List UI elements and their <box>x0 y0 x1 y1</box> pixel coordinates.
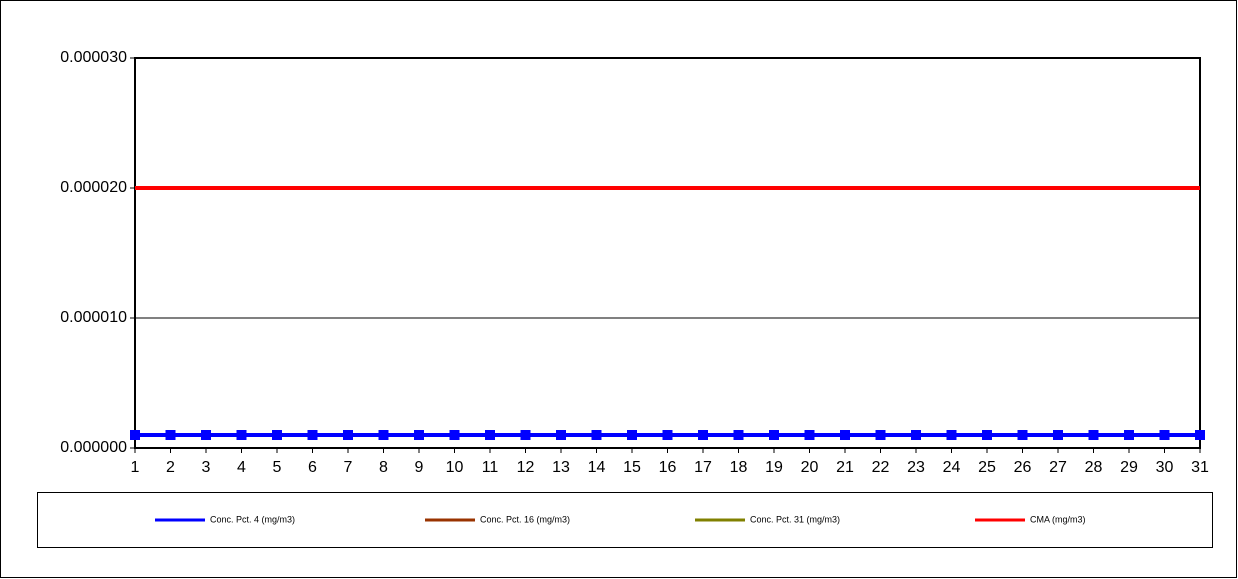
marker <box>414 430 424 440</box>
x-tick-label: 16 <box>659 459 677 476</box>
x-tick-label: 7 <box>344 459 353 476</box>
marker <box>1053 430 1063 440</box>
marker <box>1124 430 1134 440</box>
marker <box>307 430 318 440</box>
marker <box>911 430 921 440</box>
marker <box>201 430 211 440</box>
marker <box>1159 430 1170 440</box>
x-tick-label: 14 <box>588 459 606 476</box>
marker <box>804 430 815 440</box>
x-tick-label: 30 <box>1156 459 1174 476</box>
x-tick-label: 17 <box>694 459 712 476</box>
marker <box>378 430 389 440</box>
x-tick-label: 9 <box>415 459 424 476</box>
marker <box>520 430 531 440</box>
x-tick-label: 15 <box>623 459 641 476</box>
x-tick-label: 10 <box>446 459 464 476</box>
marker <box>165 430 176 440</box>
x-tick-label: 26 <box>1014 459 1032 476</box>
legend-label: Conc. Pct. 16 (mg/m3) <box>480 514 570 524</box>
marker <box>982 430 992 440</box>
plot-area <box>135 58 1200 448</box>
legend-marker <box>448 518 452 522</box>
marker <box>236 430 247 440</box>
x-tick-label: 4 <box>237 459 246 476</box>
x-tick-label: 18 <box>730 459 748 476</box>
x-tick-label: 2 <box>166 459 175 476</box>
x-tick-label: 25 <box>978 459 996 476</box>
marker <box>875 430 886 440</box>
x-tick-label: 13 <box>552 459 570 476</box>
marker <box>1088 430 1099 440</box>
marker <box>485 430 495 440</box>
marker <box>591 430 602 440</box>
marker <box>1017 430 1028 440</box>
legend-label: CMA (mg/m3) <box>1030 514 1086 524</box>
legend-label: Conc. Pct. 4 (mg/m3) <box>210 514 295 524</box>
marker <box>733 430 744 440</box>
x-tick-label: 12 <box>517 459 535 476</box>
x-tick-label: 1 <box>131 459 140 476</box>
x-tick-label: 23 <box>907 459 925 476</box>
legend-marker <box>718 518 722 522</box>
marker <box>840 430 850 440</box>
marker <box>627 430 637 440</box>
x-tick-label: 8 <box>379 459 388 476</box>
y-tick-label: 0.000030 <box>60 49 127 66</box>
y-tick-label: 0.000020 <box>60 179 127 196</box>
marker <box>449 430 460 440</box>
marker <box>662 430 673 440</box>
y-tick-label: 0.000010 <box>60 309 127 326</box>
x-tick-label: 22 <box>872 459 890 476</box>
x-tick-label: 21 <box>836 459 854 476</box>
x-tick-label: 29 <box>1120 459 1138 476</box>
x-tick-label: 24 <box>943 459 961 476</box>
x-tick-label: 27 <box>1049 459 1067 476</box>
marker <box>1195 430 1205 440</box>
legend-label: Conc. Pct. 31 (mg/m3) <box>750 514 840 524</box>
marker <box>698 430 708 440</box>
y-tick-label: 0.000000 <box>60 439 127 456</box>
marker <box>343 430 353 440</box>
marker <box>769 430 779 440</box>
x-tick-label: 19 <box>765 459 783 476</box>
x-tick-label: 31 <box>1191 459 1209 476</box>
x-tick-label: 20 <box>801 459 819 476</box>
marker <box>946 430 957 440</box>
marker <box>272 430 282 440</box>
x-tick-label: 5 <box>273 459 282 476</box>
x-tick-label: 11 <box>482 459 499 476</box>
marker <box>130 430 140 440</box>
x-tick-label: 28 <box>1085 459 1103 476</box>
marker <box>556 430 566 440</box>
x-tick-label: 3 <box>202 459 211 476</box>
legend-marker <box>178 518 182 522</box>
x-tick-label: 6 <box>308 459 317 476</box>
